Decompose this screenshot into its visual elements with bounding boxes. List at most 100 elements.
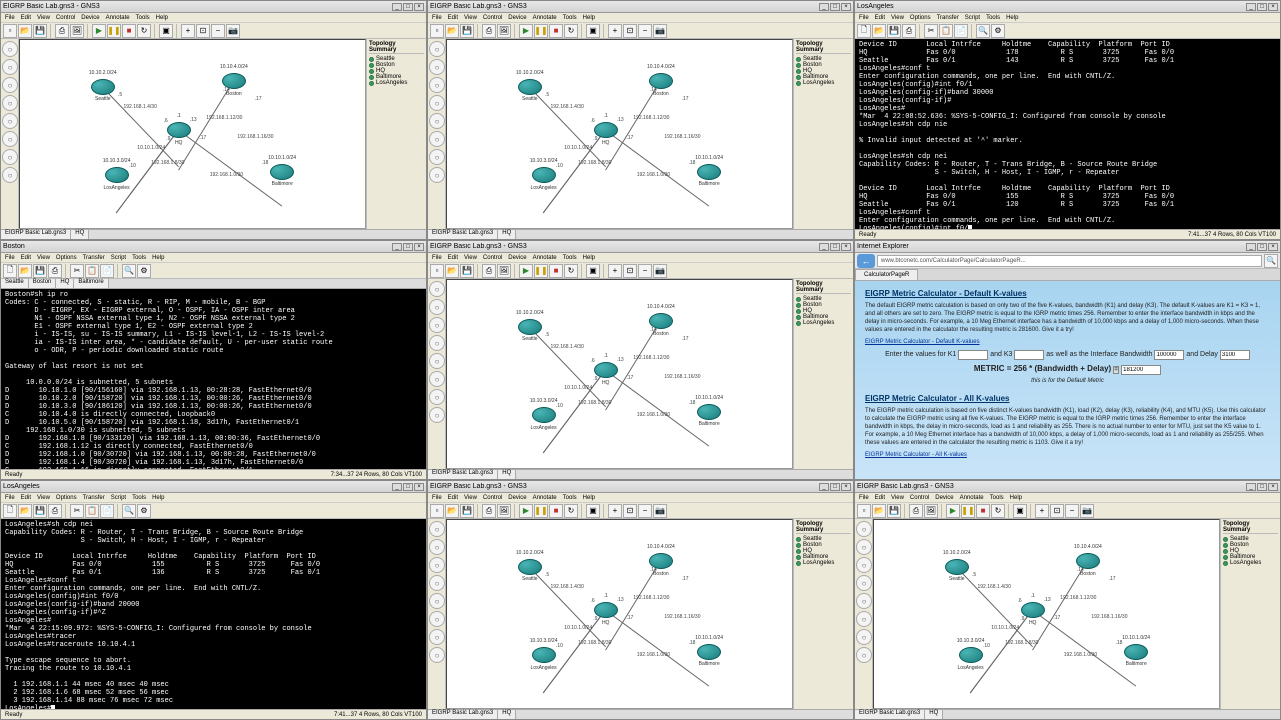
play-tool[interactable]: ○ xyxy=(2,167,18,183)
menu-annotate[interactable]: Annotate xyxy=(960,495,984,501)
menu-view[interactable]: View xyxy=(464,255,477,261)
router-baltimore[interactable] xyxy=(1124,644,1148,660)
topology-canvas[interactable]: 192.168.1.4/30.5.6192.168.1.12/30.14.131… xyxy=(446,279,793,469)
menu-help[interactable]: Help xyxy=(583,15,595,21)
toolbar-button[interactable]: 📄 xyxy=(100,264,114,278)
tab-hq[interactable]: HQ xyxy=(925,710,943,719)
toolbar-button[interactable]: 🗋 xyxy=(857,24,871,38)
menu-view[interactable]: View xyxy=(891,495,904,501)
minimize-button[interactable]: _ xyxy=(392,243,402,251)
close-button[interactable]: × xyxy=(1268,243,1278,251)
new-button[interactable]: ▫ xyxy=(430,504,444,518)
toolbar-button[interactable]: 🔍 xyxy=(122,264,136,278)
toolbar-button[interactable]: 📄 xyxy=(954,24,968,38)
maximize-button[interactable]: □ xyxy=(403,3,413,11)
router-hq[interactable] xyxy=(594,362,618,378)
zoom-out-button[interactable]: − xyxy=(638,24,652,38)
summary-item-losangeles[interactable]: LosAngeles xyxy=(796,320,851,326)
close-button[interactable]: × xyxy=(414,483,424,491)
print-button[interactable]: ⎙ xyxy=(909,504,923,518)
link-HQ-Baltimore[interactable] xyxy=(178,130,282,207)
pause-button[interactable]: ❚❚ xyxy=(534,504,548,518)
play-tool[interactable]: ○ xyxy=(429,647,445,663)
router-seattle[interactable] xyxy=(518,79,542,95)
stop-button[interactable]: ■ xyxy=(122,24,136,38)
summary-item-losangeles[interactable]: LosAngeles xyxy=(796,560,851,566)
reload-button[interactable]: ↻ xyxy=(137,24,151,38)
link-HQ-Baltimore[interactable] xyxy=(605,130,709,207)
toolbar-button[interactable]: ✂ xyxy=(70,264,84,278)
close-button[interactable]: × xyxy=(1268,483,1278,491)
menu-file[interactable]: File xyxy=(859,495,869,501)
menu-annotate[interactable]: Annotate xyxy=(533,255,557,261)
menu-options[interactable]: Options xyxy=(56,495,77,501)
terminal-output[interactable]: LosAngeles#sh cdp nei Capability Codes: … xyxy=(1,519,426,709)
tab-eigrp-basic-lab-gns3[interactable]: EIGRP Basic Lab.gns3 xyxy=(428,230,498,239)
topology-canvas[interactable]: 192.168.1.4/30.5.6192.168.1.12/30.14.131… xyxy=(873,519,1220,709)
cloud-tool[interactable]: ○ xyxy=(2,113,18,129)
host-tool[interactable]: ○ xyxy=(856,557,872,573)
back-button[interactable]: ← xyxy=(857,254,875,268)
router-tool[interactable]: ○ xyxy=(429,41,445,57)
zoom-in-button[interactable]: + xyxy=(608,264,622,278)
toolbar-button[interactable]: ⚙ xyxy=(137,264,151,278)
router-seattle[interactable] xyxy=(91,79,115,95)
switch-tool[interactable]: ○ xyxy=(2,59,18,75)
open-button[interactable]: 📂 xyxy=(445,504,459,518)
menu-options[interactable]: Options xyxy=(910,15,931,21)
play-button[interactable]: ▶ xyxy=(92,24,106,38)
play-button[interactable]: ▶ xyxy=(519,504,533,518)
maximize-button[interactable]: □ xyxy=(830,483,840,491)
router-baltimore[interactable] xyxy=(697,164,721,180)
note-tool[interactable]: ○ xyxy=(429,131,445,147)
menu-control[interactable]: Control xyxy=(483,15,502,21)
link-tool[interactable]: ○ xyxy=(856,575,872,591)
close-button[interactable]: × xyxy=(414,243,424,251)
maximize-button[interactable]: □ xyxy=(403,483,413,491)
menu-file[interactable]: File xyxy=(432,15,442,21)
zoom-in-button[interactable]: + xyxy=(181,24,195,38)
link-tool[interactable]: ○ xyxy=(429,575,445,591)
terminal-output[interactable]: Boston#sh ip ro Codes: C - connected, S … xyxy=(1,289,426,469)
close-button[interactable]: × xyxy=(414,3,424,11)
zoom-fit-button[interactable]: ⊡ xyxy=(623,24,637,38)
menu-transfer[interactable]: Transfer xyxy=(83,255,105,261)
close-button[interactable]: × xyxy=(841,483,851,491)
maximize-button[interactable]: □ xyxy=(1257,243,1267,251)
menu-view[interactable]: View xyxy=(37,15,50,21)
terminal-output[interactable]: Device ID Local Intrfce Holdtme Capabili… xyxy=(855,39,1280,229)
camera-button[interactable]: 📷 xyxy=(653,504,667,518)
titlebar[interactable]: Boston _ □ × xyxy=(1,241,426,253)
minimize-button[interactable]: _ xyxy=(1246,3,1256,11)
tab-hq[interactable]: HQ xyxy=(498,230,516,239)
minimize-button[interactable]: _ xyxy=(819,3,829,11)
zoom-in-button[interactable]: + xyxy=(608,504,622,518)
pause-button[interactable]: ❚❚ xyxy=(534,24,548,38)
play-tool[interactable]: ○ xyxy=(429,407,445,423)
reload-button[interactable]: ↻ xyxy=(564,24,578,38)
router-boston[interactable] xyxy=(649,313,673,329)
link-HQ-Baltimore[interactable] xyxy=(605,610,709,687)
toolbar-button[interactable]: ✂ xyxy=(70,504,84,518)
toolbar-button[interactable]: ⎙ xyxy=(48,504,62,518)
toolbar-button[interactable]: ⚙ xyxy=(991,24,1005,38)
print-button[interactable]: ⎙ xyxy=(482,264,496,278)
switch-tool[interactable]: ○ xyxy=(429,299,445,315)
pause-button[interactable]: ❚❚ xyxy=(107,24,121,38)
menu-annotate[interactable]: Annotate xyxy=(106,15,130,21)
maximize-button[interactable]: □ xyxy=(1257,483,1267,491)
router-tool[interactable]: ○ xyxy=(429,281,445,297)
tab-boston[interactable]: Boston xyxy=(29,279,57,288)
menu-help[interactable]: Help xyxy=(156,15,168,21)
minimize-button[interactable]: _ xyxy=(1246,243,1256,251)
zoom-fit-button[interactable]: ⊡ xyxy=(196,24,210,38)
cloud-tool[interactable]: ○ xyxy=(429,593,445,609)
zoom-fit-button[interactable]: ⊡ xyxy=(623,264,637,278)
router-baltimore[interactable] xyxy=(697,644,721,660)
zoom-in-button[interactable]: + xyxy=(608,24,622,38)
tab-baltimore[interactable]: Baltimore xyxy=(74,279,108,288)
router-boston[interactable] xyxy=(649,553,673,569)
toolbar-button[interactable]: 🗋 xyxy=(3,264,17,278)
save-button[interactable]: 💾 xyxy=(460,504,474,518)
router-hq[interactable] xyxy=(594,122,618,138)
